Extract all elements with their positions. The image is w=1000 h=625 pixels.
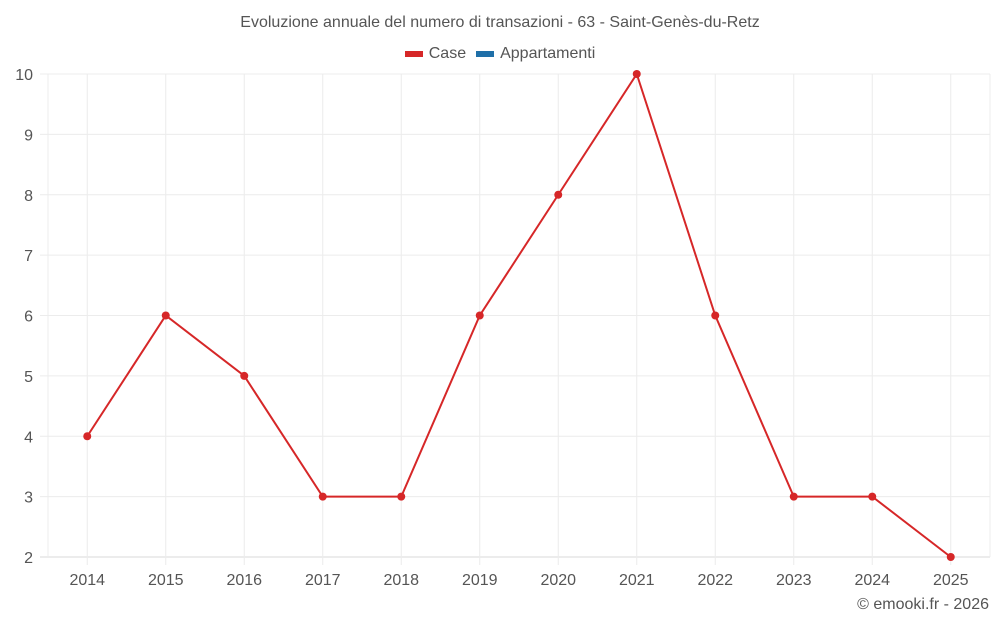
legend-item-case[interactable]: Case (404, 45, 467, 63)
x-tick-label: 2019 (462, 572, 498, 589)
y-tick-label: 3 (24, 490, 33, 507)
x-tick-label: 2021 (619, 572, 655, 589)
y-tick-label: 2 (24, 550, 33, 567)
y-tick-label: 8 (24, 188, 33, 205)
x-tick-label: 2020 (540, 572, 576, 589)
x-axis: 2014 2015 2016 2017 2018 2019 2020 2021 2022 2023… (69, 572, 968, 589)
data-point[interactable] (240, 371, 249, 380)
data-point[interactable] (711, 311, 720, 320)
x-tick-label: 2018 (383, 572, 419, 589)
x-tick-label: 2014 (69, 572, 105, 589)
series-case (83, 70, 955, 561)
chart-title: Evoluzione annuale del numero di transaz… (240, 14, 760, 31)
data-point[interactable] (83, 432, 92, 441)
y-axis: 2 3 4 5 6 7 8 9 10 (15, 67, 33, 567)
y-tick-label: 7 (24, 248, 33, 265)
data-point[interactable] (632, 70, 641, 78)
x-tick-label: 2023 (776, 572, 812, 589)
data-point[interactable] (161, 311, 170, 320)
legend-label-case: Case (428, 45, 467, 62)
series-line (86, 71, 952, 558)
legend-label-appartamenti: Appartamenti (500, 45, 596, 62)
grid (40, 73, 991, 565)
data-point[interactable] (946, 553, 955, 561)
data-point[interactable] (789, 492, 798, 501)
x-tick-label: 2022 (697, 572, 733, 589)
y-tick-label: 4 (24, 429, 33, 446)
x-tick-label: 2015 (148, 572, 184, 589)
legend-swatch-case (404, 51, 423, 57)
x-tick-label: 2016 (226, 572, 262, 589)
x-tick-label: 2017 (305, 572, 341, 589)
credit-text: © emooki.fr - 2026 (857, 596, 989, 613)
x-tick-label: 2025 (933, 572, 969, 589)
y-tick-label: 9 (24, 127, 33, 144)
data-point[interactable] (868, 492, 877, 501)
x-tick-label: 2024 (854, 572, 890, 589)
legend: Case Appartamenti (0, 45, 1000, 63)
y-tick-label: 10 (15, 67, 33, 84)
legend-swatch-appartamenti (476, 51, 495, 57)
legend-item-appartamenti[interactable]: Appartamenti (476, 45, 595, 63)
y-tick-label: 6 (24, 309, 33, 326)
data-point[interactable] (397, 492, 406, 501)
data-point[interactable] (554, 190, 563, 199)
data-point[interactable] (475, 311, 484, 320)
y-tick-label: 5 (24, 369, 33, 386)
data-point[interactable] (318, 492, 327, 501)
